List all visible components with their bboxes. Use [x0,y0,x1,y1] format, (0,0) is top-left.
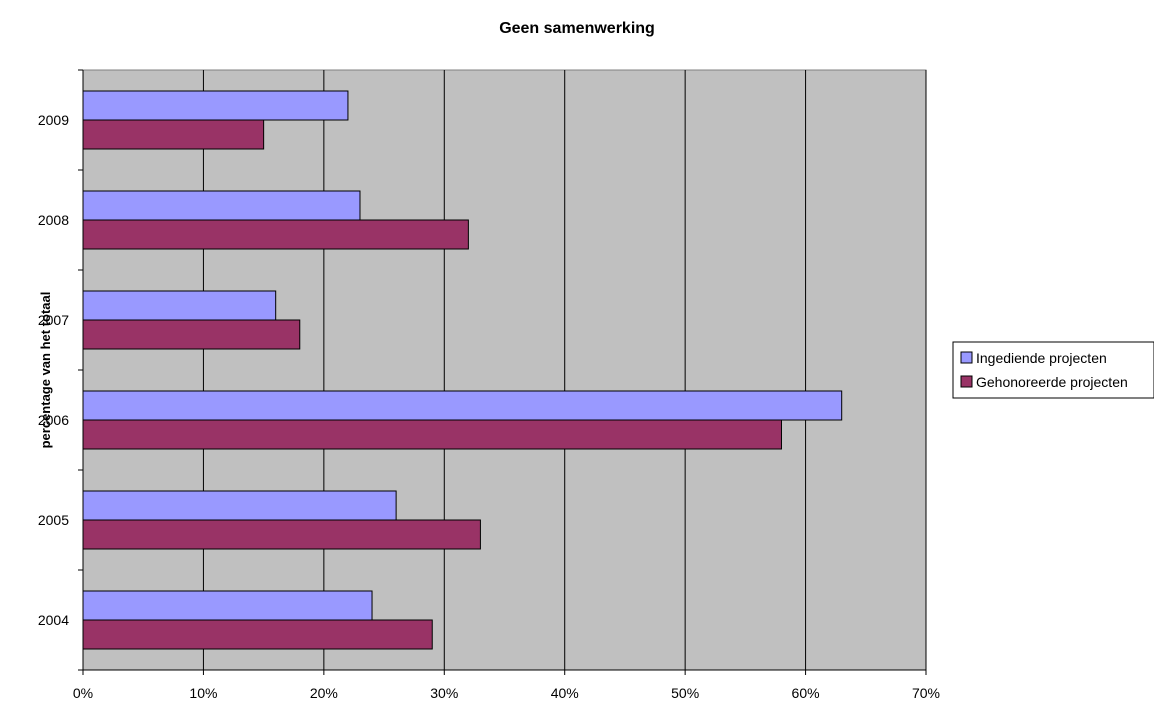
x-tick-label: 20% [310,685,338,701]
bar-ingediende-projecten [82,590,373,621]
legend-box [952,341,1154,399]
bar-ingediende-projecten [82,390,843,421]
y-tick-label: 2008 [38,212,69,228]
gridlines [202,70,927,670]
bar-ingediende-projecten [82,90,349,121]
bar-ingediende-projecten [82,190,361,221]
x-tick-label: 60% [792,685,820,701]
y-tick-label: 2005 [38,512,69,528]
y-tick-label: 2004 [38,612,69,628]
bar-ingediende-projecten [82,290,277,321]
legend-label: Gehonoreerde projecten [976,374,1128,390]
x-tick-label: 50% [671,685,699,701]
bar-gehonoreerde-projecten [82,619,433,650]
x-tick-label: 0% [73,685,93,701]
legend-swatch [960,351,973,364]
x-tick-label: 30% [430,685,458,701]
x-tick-label: 70% [912,685,940,701]
bar-gehonoreerde-projecten [82,219,469,250]
y-axis-label: percentage van het totaal [38,292,53,449]
bar-gehonoreerde-projecten [82,419,782,450]
bar-ingediende-projecten [82,490,397,521]
legend-label: Ingediende projecten [976,350,1107,366]
y-tick-label: 2007 [38,312,69,328]
x-tick-label: 40% [551,685,579,701]
bars [82,90,843,650]
legend-swatch [960,375,973,388]
axes: 0% 10% 20% 30% 40% 50% 60% 70% 2004 2005 2006 2007 2… [38,69,940,701]
bar-gehonoreerde-projecten [82,119,265,150]
legend: Ingediende projecten Gehonoreerde project… [952,341,1154,399]
y-tick-label: 2009 [38,112,69,128]
plot-area [82,69,927,671]
chart-title: Geen samenwerking [499,20,655,37]
bar-gehonoreerde-projecten [82,519,481,550]
bar-gehonoreerde-projecten [82,319,301,350]
x-tick-label: 10% [189,685,217,701]
y-tick-label: 2006 [38,412,69,428]
